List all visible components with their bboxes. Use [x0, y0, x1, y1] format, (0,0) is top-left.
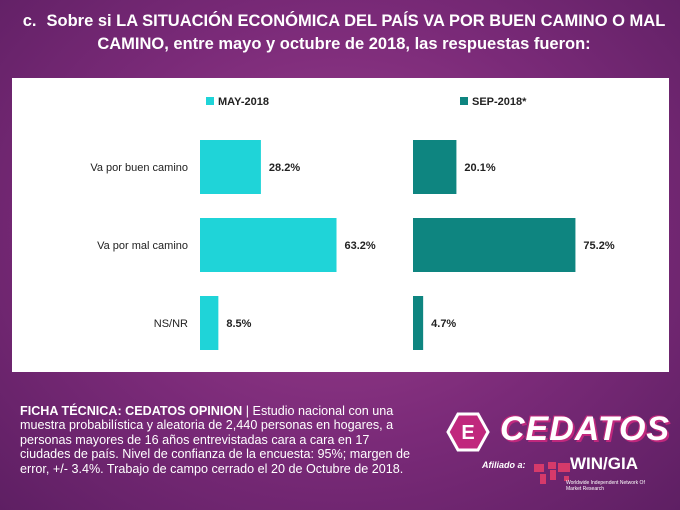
data-label: 4.7%: [431, 318, 456, 330]
network-subtitle: Worldwide Independent Network Of Market …: [566, 480, 645, 492]
chart: Va por buen camino Va por mal camino NS/NR…: [90, 96, 615, 350]
data-label: 8.5%: [226, 318, 251, 330]
bar: [413, 140, 457, 194]
bar: [413, 218, 576, 272]
affiliate-label: Afiliado a:: [482, 460, 526, 470]
technical-note-text: Estudio nacional con una muestra probabi…: [20, 404, 410, 476]
legend-label: SEP-2018*: [472, 96, 527, 108]
bar: [200, 218, 337, 272]
section-marker: c.: [22, 12, 37, 30]
slide-title: c. Sobre si LA SITUACIÓN ECONÓMICA DEL PA…: [14, 10, 674, 56]
legend-swatch: [460, 97, 468, 105]
bar: [413, 296, 424, 350]
data-label: 63.2%: [345, 240, 376, 252]
data-label: 20.1%: [464, 162, 495, 174]
bar: [200, 140, 261, 194]
data-label: 28.2%: [269, 162, 300, 174]
technical-note-lead: FICHA TÉCNICA: CEDATOS OPINION: [20, 404, 243, 418]
bar: [200, 296, 219, 350]
legend-label: MAY-2018: [218, 96, 269, 108]
category-label: NS/NR: [154, 318, 188, 330]
legend-swatch: [206, 97, 214, 105]
network-name: WIN/GIA: [570, 454, 638, 473]
svg-text:E: E: [461, 422, 474, 444]
data-label: 75.2%: [583, 240, 614, 252]
title-text: Sobre si LA SITUACIÓN ECONÓMICA DEL PAÍS…: [46, 12, 666, 53]
chart-panel: Va por buen camino Va por mal camino NS/NR…: [12, 78, 669, 372]
category-label: Va por mal camino: [97, 240, 188, 252]
cedatos-mark-icon: E: [446, 412, 490, 452]
cedatos-logo: E CEDATOS Afiliado a: WIN/GIA Worldwide …: [440, 410, 669, 502]
technical-note-separator: |: [242, 404, 253, 418]
world-map-icon: [534, 462, 570, 484]
brand-name: CEDATOS: [500, 410, 671, 448]
technical-note: FICHA TÉCNICA: CEDATOS OPINION | Estudio…: [20, 404, 420, 476]
category-label: Va por buen camino: [90, 162, 188, 174]
